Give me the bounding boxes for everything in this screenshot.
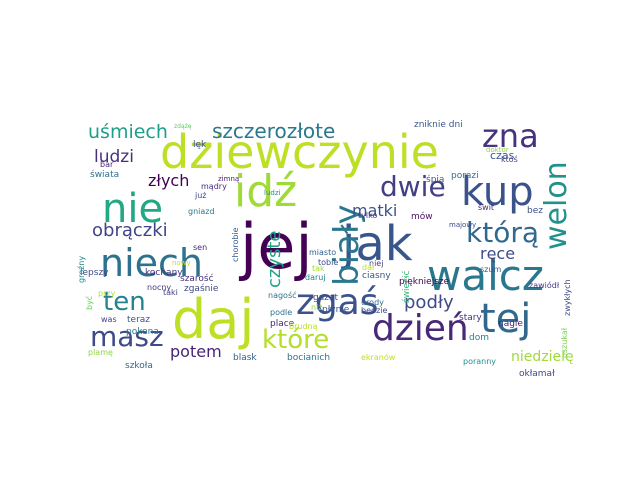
cloud-word: czyste — [264, 230, 285, 288]
cloud-word: poranny — [463, 357, 496, 366]
cloud-word: którą — [466, 216, 539, 249]
cloud-word: nagość — [268, 290, 297, 300]
cloud-word: zniknie dni — [414, 120, 463, 130]
cloud-word: biały — [327, 204, 367, 286]
cloud-word: welon — [539, 161, 574, 250]
cloud-word: świata — [90, 169, 119, 180]
cloud-word: ludzi — [264, 189, 280, 197]
cloud-word: doktor — [486, 146, 509, 154]
cloud-word: śpią — [426, 174, 445, 185]
cloud-word: blask — [233, 353, 257, 363]
cloud-word: ręce — [480, 244, 515, 263]
cloud-word: porazi — [451, 171, 479, 181]
cloud-word: niech — [100, 241, 203, 285]
cloud-word: majowy — [449, 221, 476, 229]
cloud-word: tak — [312, 264, 325, 273]
cloud-word: obrączki — [92, 220, 168, 241]
cloud-word: tobie — [318, 258, 338, 267]
cloud-word: przy — [98, 289, 116, 298]
cloud-word: szkoła — [125, 361, 153, 371]
cloud-word: lęk — [193, 140, 207, 150]
cloud-word: zgaśnie — [184, 283, 219, 294]
cloud-word: dziewczynie — [160, 125, 439, 179]
cloud-word: gazet — [313, 293, 338, 303]
cloud-word: was — [101, 315, 117, 324]
cloud-word: niż — [311, 303, 323, 312]
cloud-word: dał — [362, 263, 375, 272]
cloud-word: bocianich — [287, 353, 330, 363]
cloud-word: piękniejsze — [399, 277, 450, 287]
cloud-word: plamę — [88, 348, 113, 357]
cloud-word: ten — [103, 287, 146, 317]
cloud-word: okłamał — [519, 369, 555, 379]
cloud-word: złych — [148, 171, 189, 190]
cloud-word: daruj — [305, 273, 326, 282]
cloud-word: teraz — [127, 315, 150, 325]
cloud-word: kup — [461, 169, 534, 215]
cloud-word: czas — [490, 149, 515, 162]
cloud-word: idź — [234, 166, 297, 217]
cloud-word: walcz — [427, 251, 544, 300]
cloud-word: szum — [480, 265, 501, 274]
cloud-word: niedzielę — [511, 349, 574, 365]
cloud-word: tej — [480, 296, 531, 342]
cloud-word: dzień — [372, 308, 469, 349]
cloud-word: być — [84, 296, 94, 310]
cloud-word: gniazd — [188, 207, 215, 216]
cloud-word: ekranów — [361, 352, 396, 362]
cloud-word: będzie — [361, 306, 388, 315]
cloud-word: podły — [404, 292, 454, 313]
cloud-word: oszukał — [560, 327, 569, 358]
cloud-word: miasto — [309, 248, 336, 257]
cloud-word: daj — [172, 288, 254, 351]
cloud-word: nowy — [172, 259, 191, 267]
cloud-word: tylko — [358, 211, 377, 220]
cloud-word: bez — [527, 206, 543, 216]
cloud-word: potem — [170, 342, 222, 361]
cloud-word: już — [194, 191, 207, 200]
cloud-word: pokona — [126, 327, 159, 337]
cloud-word: dwie — [380, 170, 446, 203]
cloud-word: kochany — [145, 268, 183, 278]
cloud-word: ciasny — [362, 271, 391, 281]
cloud-word: groźny — [77, 256, 86, 283]
cloud-word: jak — [341, 216, 413, 272]
cloud-word: sen — [193, 243, 207, 252]
cloud-word: place — [270, 319, 295, 329]
cloud-word: nie — [102, 186, 163, 232]
cloud-word: mów — [411, 211, 433, 222]
cloud-word: nocny — [147, 283, 171, 292]
cloud-word: zawiódł — [529, 280, 560, 290]
cloud-word: dom — [469, 333, 489, 343]
cloud-word: zimną — [218, 175, 239, 183]
cloud-word: brudną — [289, 322, 318, 331]
cloud-word: ktoś — [501, 154, 518, 164]
cloud-word: nagle — [498, 319, 523, 329]
cloud-word: lepszy — [80, 268, 109, 278]
cloud-word: świecić — [401, 270, 412, 303]
cloud-word: ludzi — [94, 147, 134, 167]
cloud-word: płynie — [322, 305, 350, 315]
cloud-word: zdążę — [174, 123, 192, 130]
cloud-word: zwykłych — [563, 279, 572, 316]
cloud-word: szarość — [180, 273, 214, 284]
cloud-word: zna — [482, 117, 539, 155]
cloud-word: jej — [238, 210, 313, 283]
cloud-word: uśmiech — [88, 121, 168, 143]
cloud-word: urody — [361, 298, 384, 307]
cloud-word: niej — [369, 259, 383, 268]
cloud-word: szczerozłote — [212, 119, 335, 143]
cloud-word: świt — [478, 202, 494, 212]
cloud-word: podle — [270, 308, 292, 317]
cloud-word: które — [262, 325, 329, 355]
cloud-word: stary — [459, 313, 482, 323]
cloud-word: chorobie — [231, 227, 240, 262]
cloud-word: matki — [352, 201, 397, 220]
cloud-word: taki — [163, 288, 178, 297]
cloud-word: zgaś — [296, 282, 379, 323]
cloud-word: mądry — [201, 182, 227, 191]
cloud-word: bar — [100, 160, 114, 169]
cloud-word: masz — [90, 320, 164, 353]
